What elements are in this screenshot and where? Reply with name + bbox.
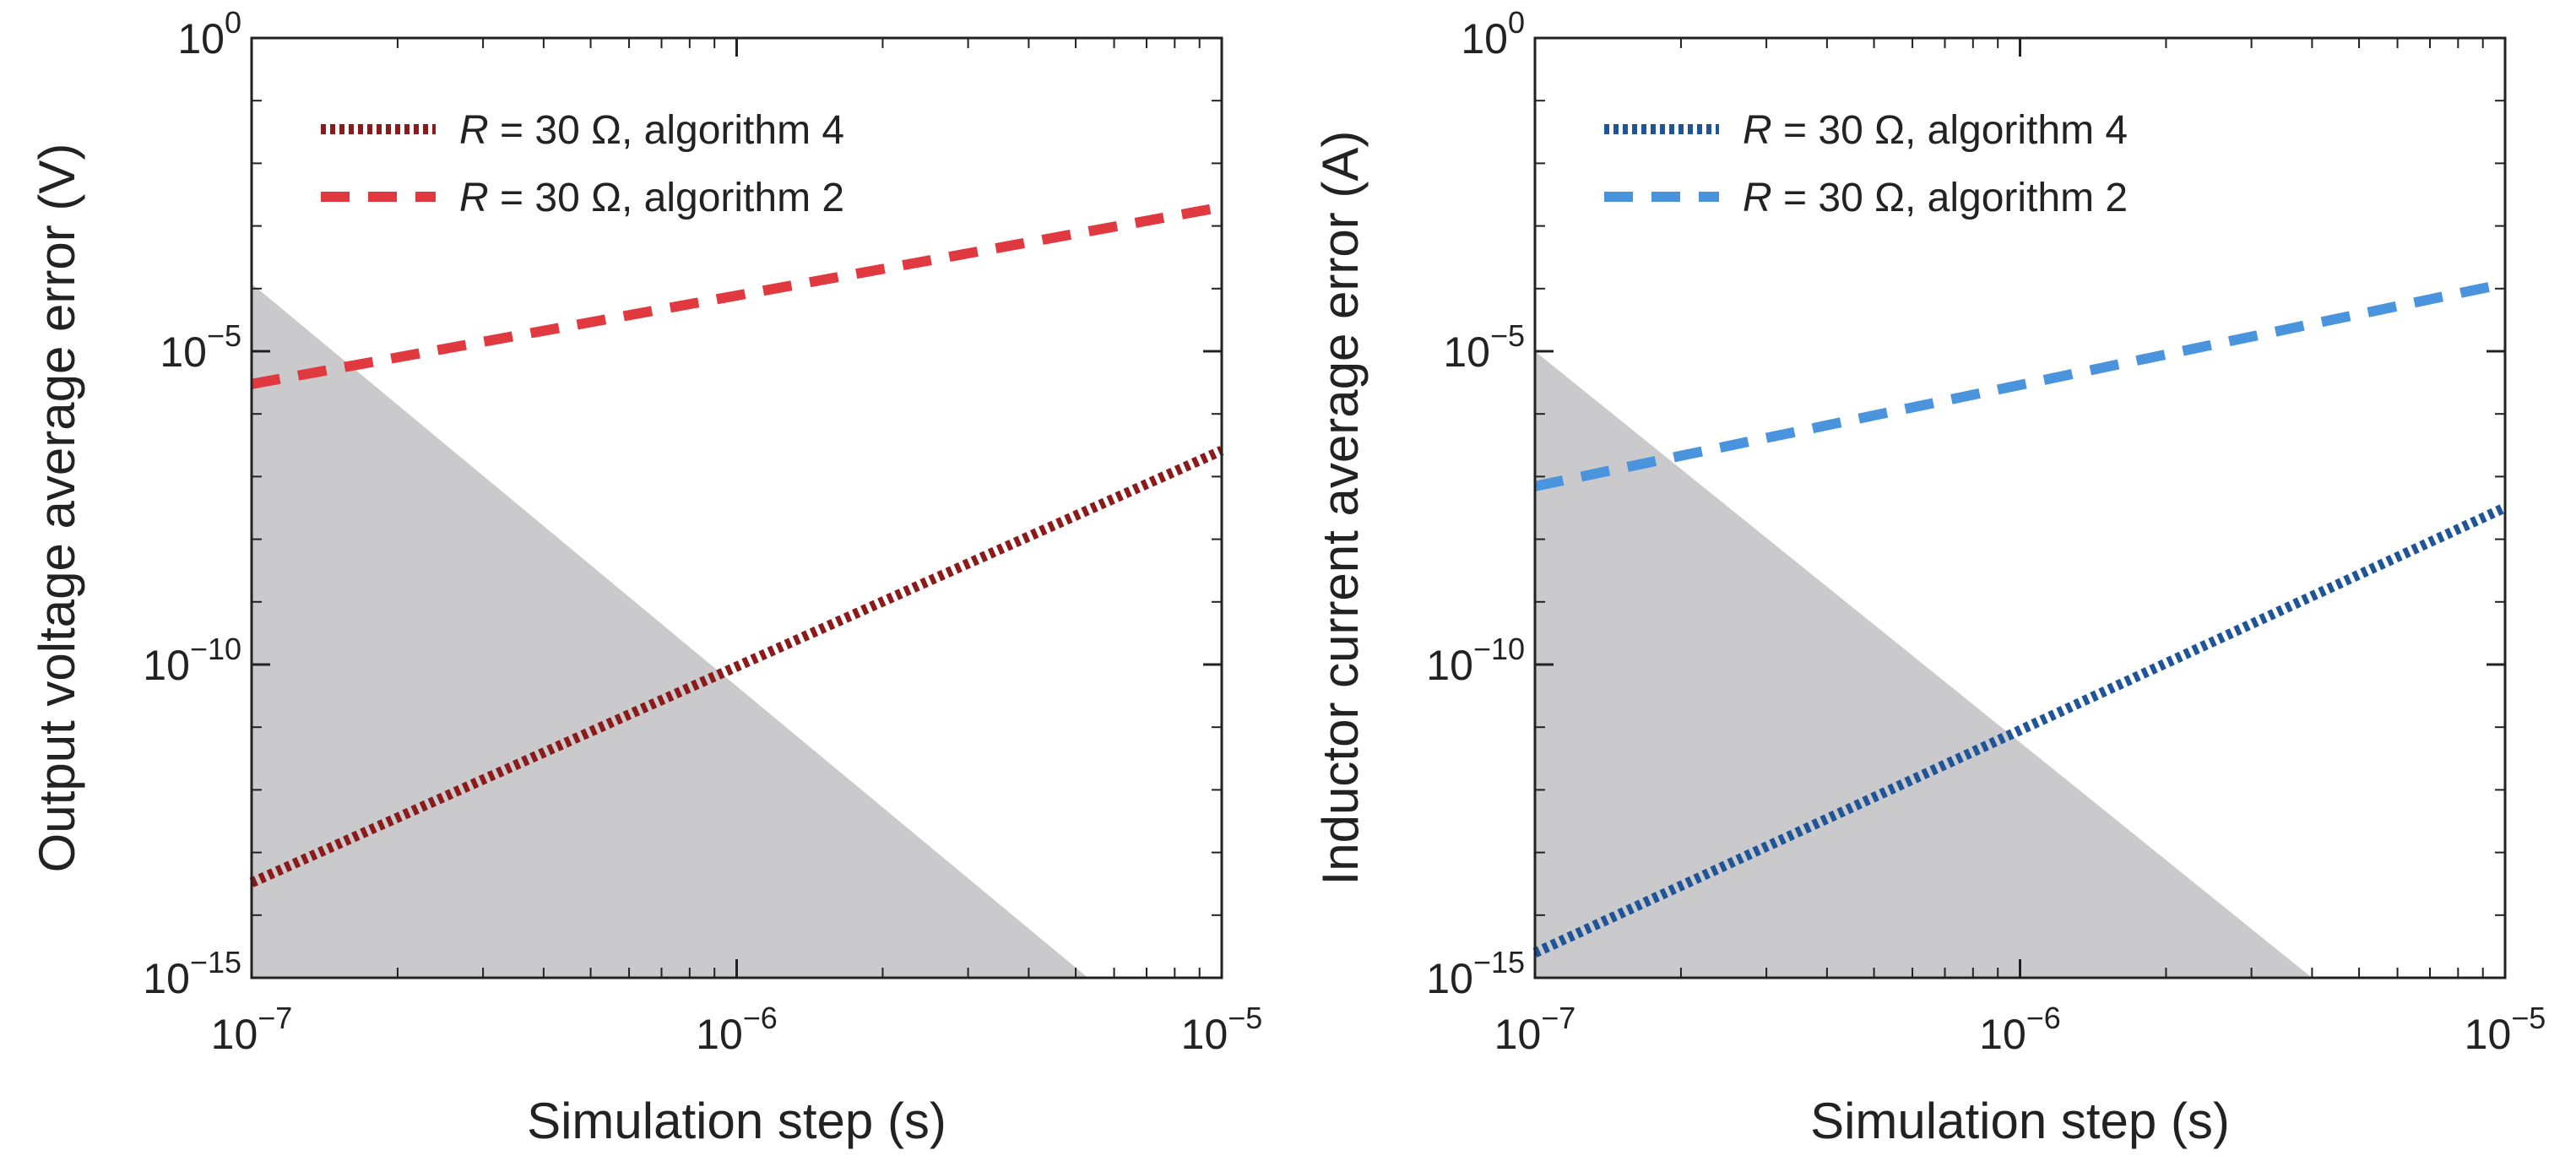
chart-2-legend-label-1: R = 30 Ω, algorithm 4	[1743, 108, 2128, 153]
chart-2-series-1-line	[1532, 502, 2508, 958]
chart-2-series-2-line	[1533, 279, 2507, 491]
chart-1-panel: 10−7 10−6 10−5 10−15 10−10 10−5 100 Simulation …	[29, 5, 1262, 1149]
chart-2-x-tick-label: 10−6	[1979, 1001, 2061, 1058]
chart-1-x-axis-title: Simulation step (s)	[527, 1093, 946, 1149]
chart-1-shaded-region	[252, 283, 1088, 978]
chart-2-y-tick-label: 10−15	[1426, 945, 1525, 1002]
chart-2-y-tick-label: 10−10	[1426, 632, 1525, 689]
chart-1-series-1-line	[249, 446, 1224, 887]
chart-2-y-tick-label: 10−5	[1443, 318, 1525, 376]
chart-1-x-tick-label: 10−5	[1181, 1001, 1263, 1058]
chart-1-legend-label-1: R = 30 Ω, algorithm 4	[459, 108, 844, 153]
chart-1-y-axis-title: Output voltage average error (V)	[29, 144, 85, 873]
chart-2-shaded-region	[1535, 351, 2313, 978]
chart-1-series-2-line	[250, 202, 1223, 389]
chart-2-y-tick-label: 100	[1461, 5, 1525, 62]
chart-2-x-tick-label: 10−7	[1494, 1001, 1576, 1058]
chart-1-y-tick-label: 10−5	[160, 318, 241, 376]
chart-1-y-tick-label: 10−15	[143, 945, 241, 1002]
chart-2-legend-label-2: R = 30 Ω, algorithm 2	[1743, 176, 2128, 220]
chart-2-panel: 10−7 10−6 10−5 10−15 10−10 10−5 100 Simulation …	[1312, 5, 2546, 1149]
chart-2-x-axis-title: Simulation step (s)	[1810, 1093, 2230, 1149]
chart-1-x-tick-label: 10−7	[211, 1001, 293, 1058]
chart-1-x-tick-label: 10−6	[696, 1001, 778, 1058]
chart-1-y-tick-label: 100	[177, 5, 241, 62]
chart-1-legend-label-2: R = 30 Ω, algorithm 2	[459, 176, 844, 220]
chart-2-y-axis-title: Inductor current average error (A)	[1312, 131, 1369, 886]
chart-1-y-tick-label: 10−10	[143, 632, 241, 689]
chart-2-x-tick-label: 10−5	[2465, 1001, 2546, 1058]
